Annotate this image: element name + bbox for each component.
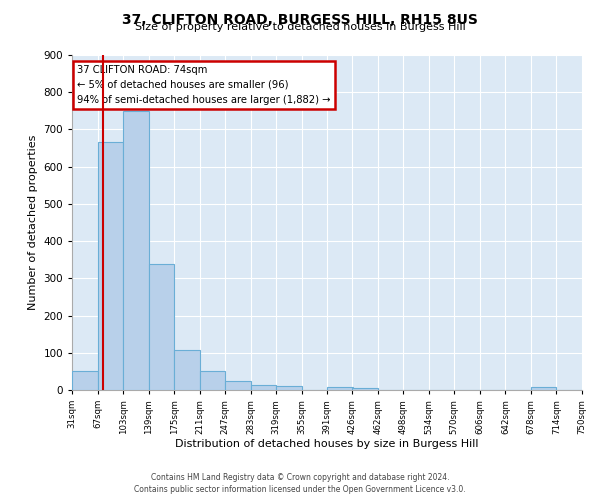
Bar [123,111,149,390]
Bar [352,388,378,390]
Bar [251,385,276,390]
Text: Contains HM Land Registry data © Crown copyright and database right 2024.
Contai: Contains HM Land Registry data © Crown c… [134,472,466,494]
Bar [225,380,251,390]
Y-axis label: Number of detached properties: Number of detached properties [28,135,38,310]
Bar [531,388,556,390]
Text: 37 CLIFTON ROAD: 74sqm
← 5% of detached houses are smaller (96)
94% of semi-deta: 37 CLIFTON ROAD: 74sqm ← 5% of detached … [77,65,331,104]
Bar [72,370,98,390]
Text: 37, CLIFTON ROAD, BURGESS HILL, RH15 8US: 37, CLIFTON ROAD, BURGESS HILL, RH15 8US [122,12,478,26]
Bar [98,142,123,390]
Bar [328,387,353,390]
Bar [149,264,174,390]
Bar [276,386,302,390]
X-axis label: Distribution of detached houses by size in Burgess Hill: Distribution of detached houses by size … [175,440,479,450]
Bar [174,350,200,390]
Text: Size of property relative to detached houses in Burgess Hill: Size of property relative to detached ho… [134,22,466,32]
Bar [200,370,225,390]
